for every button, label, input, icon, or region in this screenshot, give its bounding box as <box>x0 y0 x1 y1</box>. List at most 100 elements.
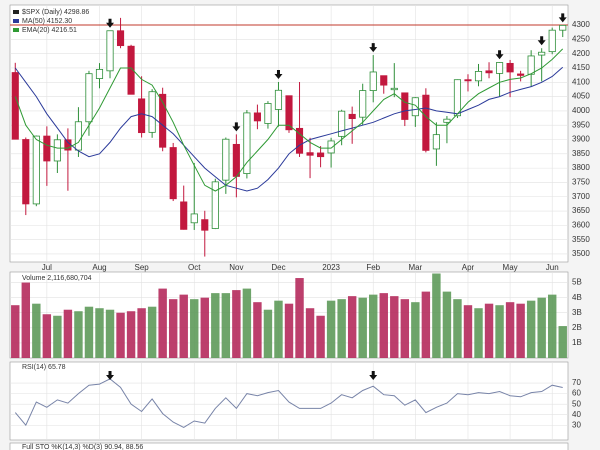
candle-body <box>138 98 146 134</box>
volume-bar <box>168 299 178 358</box>
volume-bar <box>221 293 231 358</box>
candle-body <box>317 152 325 158</box>
volume-bar <box>474 308 483 358</box>
x-tick-label: Dec <box>271 263 285 272</box>
volume-bar <box>442 291 452 358</box>
x-tick-label: Nov <box>229 263 243 272</box>
peak-arrow <box>369 371 378 380</box>
panel-title: Full STO %K(14,3) %D(3) 90.94, 88.56 <box>22 444 143 450</box>
candle-body <box>538 51 546 56</box>
y-tick-label: 4300 <box>572 20 590 29</box>
y-tick-label: 40 <box>572 410 581 419</box>
x-tick-label: Aug <box>92 263 106 272</box>
volume-bar <box>326 300 336 358</box>
legend-label: MA(50) 4152.30 <box>22 18 72 25</box>
candle-body <box>190 213 198 224</box>
volume-bar <box>63 309 73 358</box>
candle-body <box>548 29 556 53</box>
volume-bar <box>105 309 115 358</box>
candle-body <box>264 103 272 124</box>
volume-bar <box>369 294 378 358</box>
candle-body <box>169 147 177 200</box>
candle-body <box>85 73 93 123</box>
candle-body <box>127 45 135 95</box>
y-tick-label: 3750 <box>572 178 590 187</box>
x-tick-label: Apr <box>462 263 475 272</box>
candle-body <box>327 140 335 154</box>
candle-body <box>464 79 472 82</box>
y-tick-label: 30 <box>572 420 581 429</box>
volume-bar <box>463 305 473 358</box>
stochastic-panel <box>9 442 569 450</box>
volume-bar <box>263 309 273 358</box>
y-tick-label: 70 <box>572 378 581 387</box>
y-tick-label: 2B <box>572 323 582 332</box>
volume-bar <box>200 297 209 358</box>
y-tick-label: 4050 <box>572 92 590 101</box>
y-tick-label: 4250 <box>572 34 590 43</box>
volume-bar <box>432 273 441 358</box>
candle-body <box>517 73 525 76</box>
volume-bar <box>42 314 52 358</box>
candle-body <box>369 71 377 91</box>
volume-bar <box>305 308 315 358</box>
peak-arrow <box>274 69 283 79</box>
candle-body <box>116 30 125 47</box>
volume-bar <box>316 315 325 358</box>
volume-bar <box>400 299 410 358</box>
volume-bar <box>116 312 125 358</box>
candle-body <box>232 143 240 177</box>
volume-bar <box>358 297 367 358</box>
y-tick-label: 50 <box>572 399 581 408</box>
volume-bar <box>32 303 41 358</box>
candle-body <box>401 92 409 120</box>
candle-body <box>422 94 430 151</box>
y-tick-label: 3850 <box>572 149 590 158</box>
volume-bar <box>211 293 220 358</box>
peak-arrow <box>106 371 115 380</box>
volume-bar <box>95 308 104 358</box>
y-tick-label: 4B <box>572 293 582 302</box>
y-tick-label: 3900 <box>572 135 590 144</box>
candle-body <box>11 72 19 140</box>
volume-bar <box>11 305 20 358</box>
candle-body <box>253 112 261 122</box>
candle-body <box>148 91 156 133</box>
candle-body <box>274 89 283 110</box>
candle-body <box>506 62 514 73</box>
candle-body <box>222 138 230 181</box>
candle-body <box>559 24 567 31</box>
candle-body <box>95 68 104 79</box>
peak-arrow <box>369 43 378 53</box>
y-tick-label: 4200 <box>572 49 590 58</box>
volume-bar <box>453 299 462 358</box>
volume-bar <box>126 311 136 358</box>
rsi-panel <box>9 361 569 441</box>
y-tick-label: 1B <box>572 338 582 347</box>
candle-body <box>474 70 483 82</box>
volume-bar <box>74 311 83 358</box>
candle-body <box>43 135 51 162</box>
y-tick-label: 5B <box>572 278 582 287</box>
candle-body <box>243 112 251 174</box>
legend-label: EMA(20) 4216.51 <box>22 27 77 34</box>
legend-label: $SPX (Daily) 4298.86 <box>22 9 89 16</box>
volume-bar <box>379 293 388 358</box>
y-tick-label: 3B <box>572 308 582 317</box>
volume-bar <box>526 300 536 358</box>
candle-body <box>306 152 314 156</box>
candle-body <box>453 79 462 117</box>
peak-arrow <box>106 18 115 28</box>
volume-bar <box>147 306 157 358</box>
volume-bar <box>137 308 146 358</box>
candle-body <box>32 135 40 205</box>
candle-body <box>359 90 367 118</box>
candle-body <box>432 134 440 150</box>
volume-bar <box>253 302 262 358</box>
x-tick-label: May <box>503 263 518 272</box>
candle-body <box>496 62 504 74</box>
volume-bar <box>484 303 494 358</box>
volume-bar <box>284 303 294 358</box>
x-tick-label: Mar <box>408 263 422 272</box>
